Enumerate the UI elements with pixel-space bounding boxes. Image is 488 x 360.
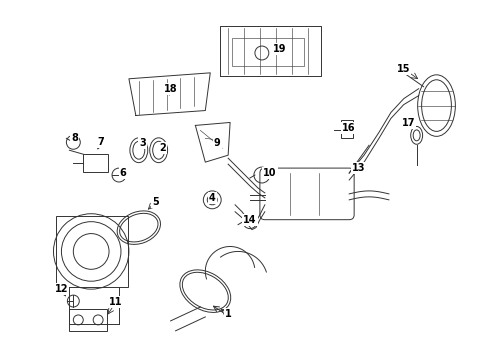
Text: 10: 10	[263, 168, 276, 178]
Text: 19: 19	[272, 44, 286, 54]
Text: 4: 4	[208, 193, 215, 203]
Bar	[232, 38, 303, 66]
Text: 14: 14	[243, 215, 256, 225]
Text: 3: 3	[139, 138, 146, 148]
Text: 7: 7	[98, 137, 104, 147]
Text: 8: 8	[71, 133, 78, 143]
Text: 16: 16	[342, 123, 355, 134]
Text: 12: 12	[55, 284, 68, 294]
Text: 11: 11	[109, 297, 122, 307]
Text: 13: 13	[352, 163, 365, 173]
Text: 17: 17	[401, 118, 415, 129]
Text: 2: 2	[159, 143, 165, 153]
Text: 6: 6	[120, 168, 126, 178]
Text: 18: 18	[163, 84, 177, 94]
Bar	[83, 154, 108, 172]
Bar	[341, 121, 352, 138]
Text: 1: 1	[224, 309, 231, 319]
Text: 9: 9	[213, 138, 220, 148]
Text: 5: 5	[152, 197, 159, 207]
Text: 15: 15	[396, 64, 409, 74]
